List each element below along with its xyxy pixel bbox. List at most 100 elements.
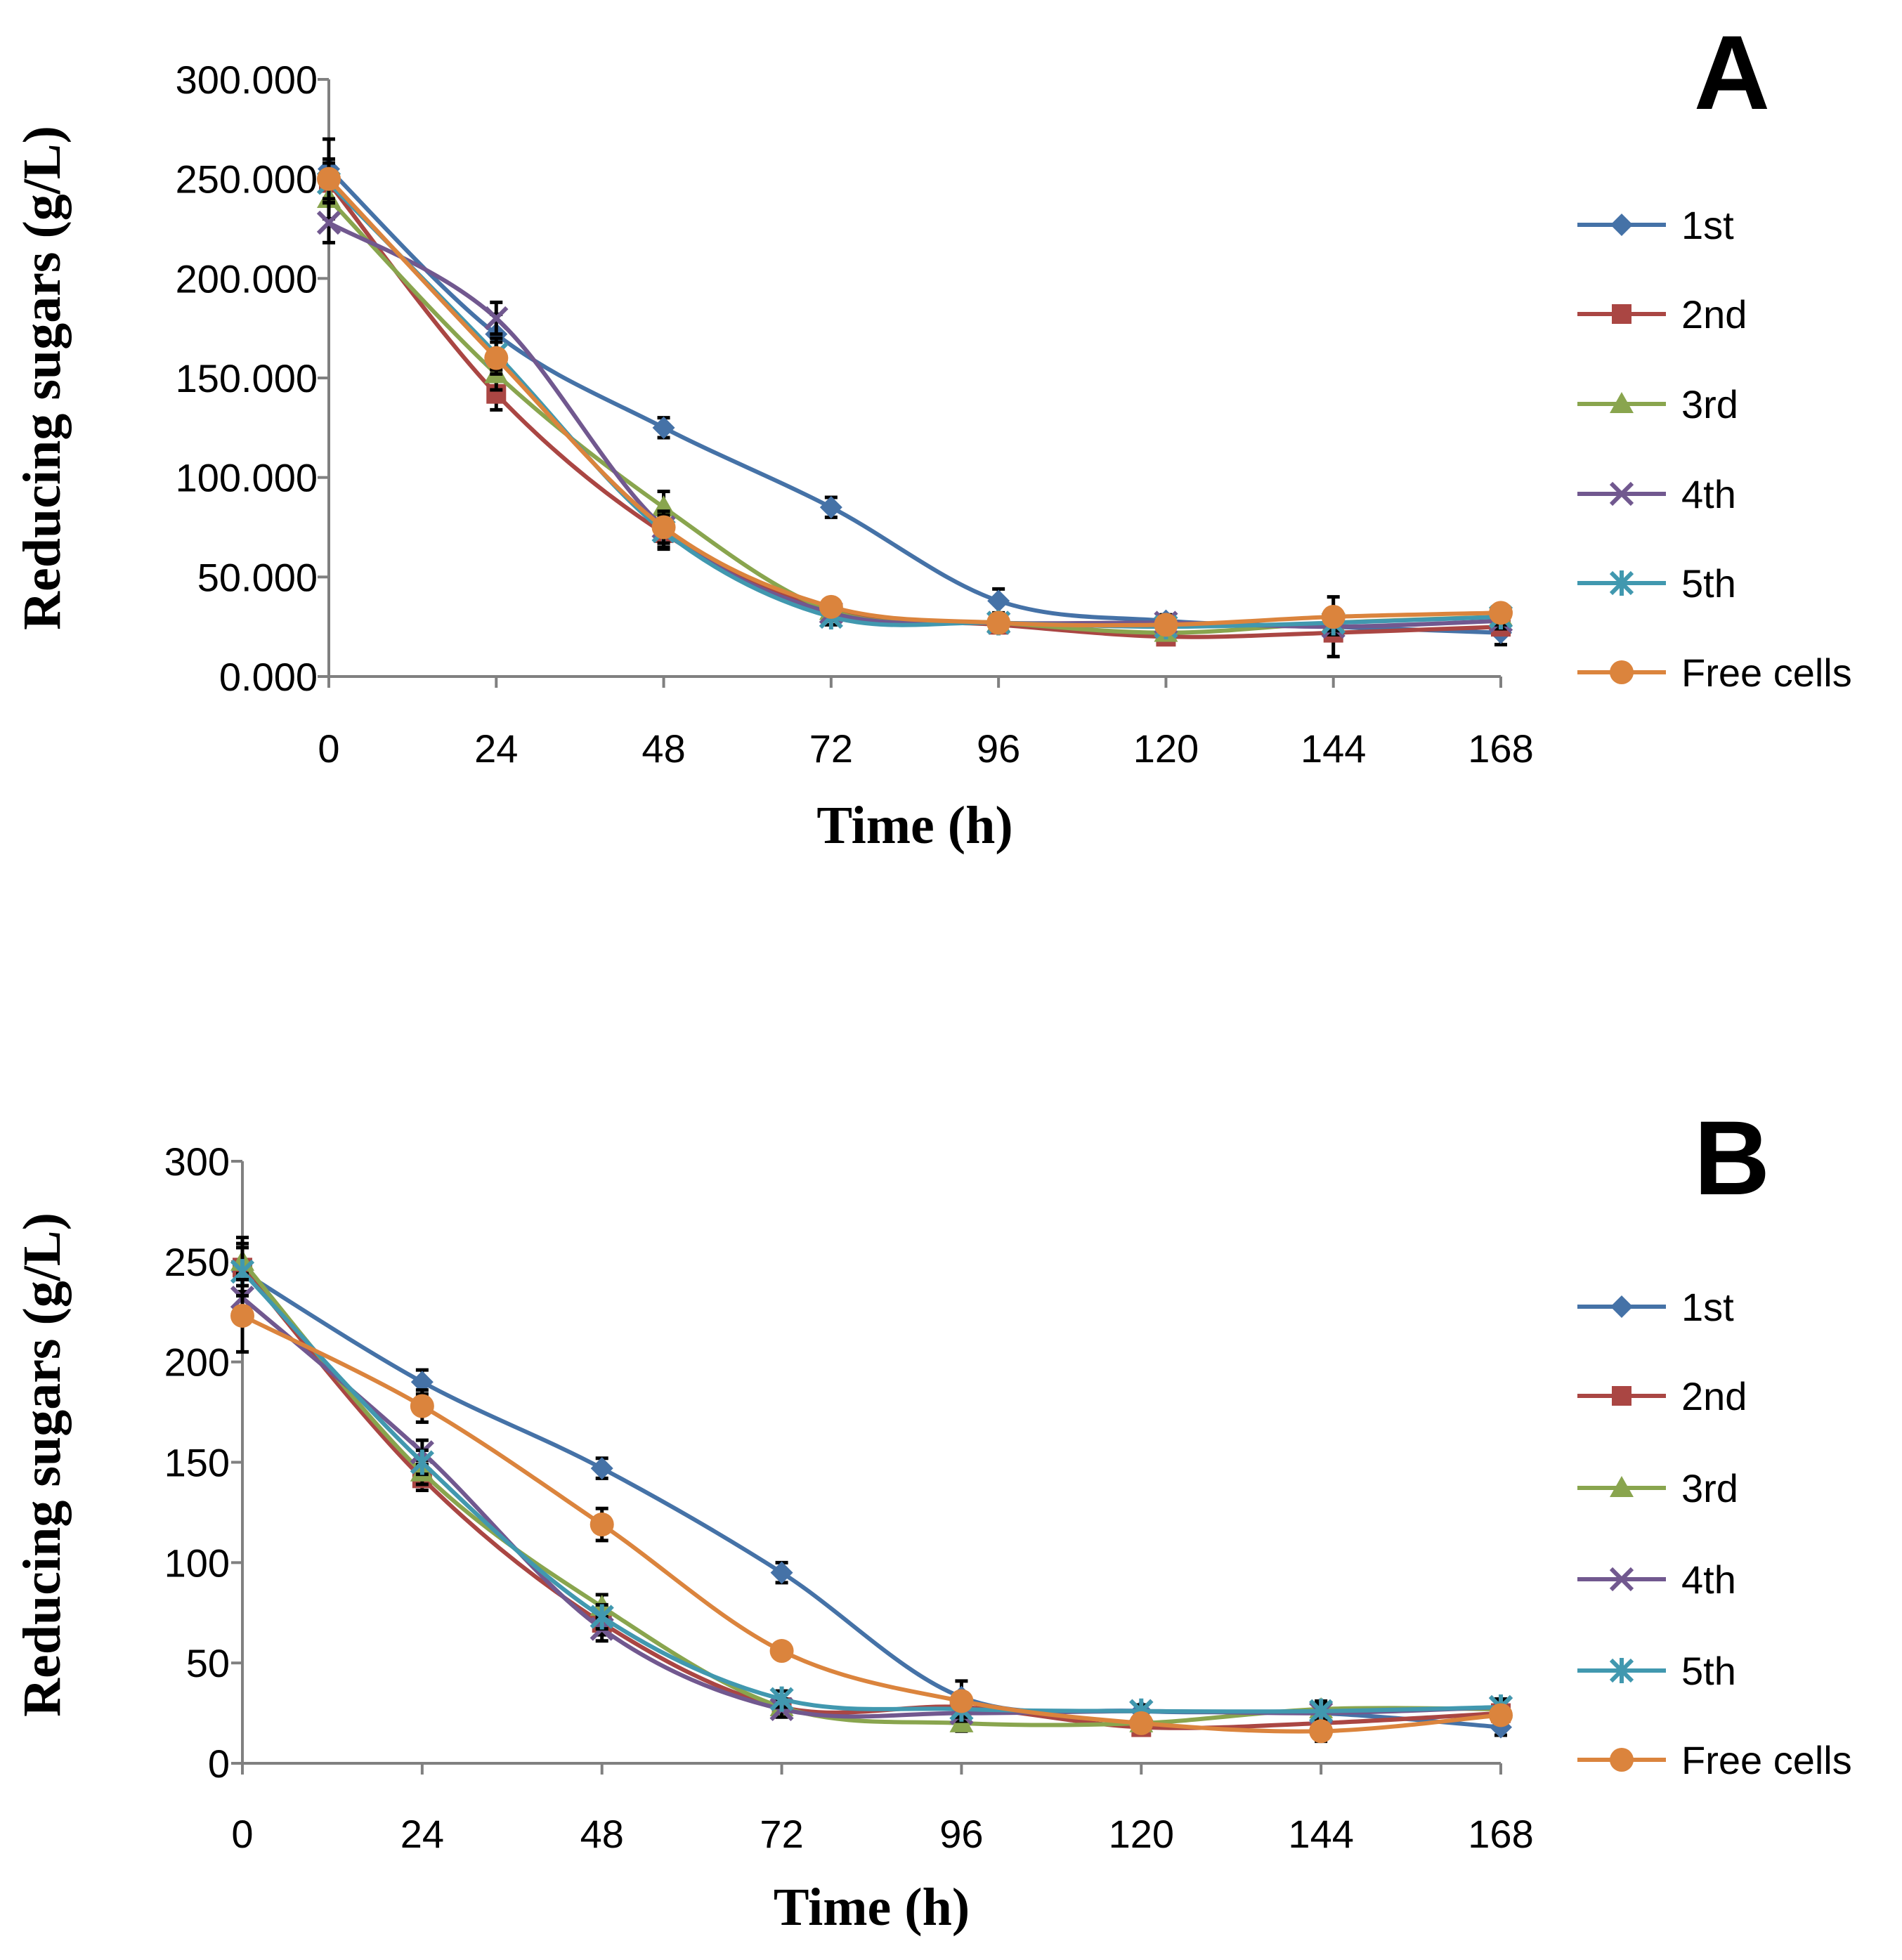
y-tick-label: 100 <box>164 1541 230 1585</box>
x-tick-label: 144 <box>1301 726 1366 771</box>
legend-entry: 5th <box>1577 1649 1736 1693</box>
data-point <box>590 1457 613 1480</box>
series-line <box>240 1270 1502 1714</box>
data-point <box>986 610 1011 635</box>
legend-marker <box>1609 1567 1634 1592</box>
legend-marker <box>1612 304 1631 324</box>
x-tick-label: 120 <box>1109 1812 1174 1856</box>
y-tick-label: 50.000 <box>197 555 318 599</box>
x-tick-label: 96 <box>977 726 1020 771</box>
series-line <box>327 221 1502 629</box>
series-4th <box>316 201 1513 639</box>
data-point <box>769 1686 794 1712</box>
data-point <box>316 210 341 235</box>
legend-marker <box>1612 1386 1631 1406</box>
series-line <box>241 1296 1502 1719</box>
y-tick-label: 200.000 <box>176 256 318 301</box>
data-point <box>590 1604 614 1630</box>
legend-entry: Free cells <box>1577 1738 1852 1782</box>
x-tick-label: 96 <box>939 1812 983 1856</box>
y-tick-label: 150.000 <box>176 356 318 400</box>
panel-label: A <box>1694 13 1770 131</box>
series-line <box>240 1266 1502 1730</box>
x-tick-label: 168 <box>1468 726 1533 771</box>
legend-marker <box>1609 570 1634 596</box>
x-axis-title: Time (h) <box>774 1878 970 1937</box>
legend-entry: 4th <box>1577 1557 1736 1602</box>
legend-marker <box>1609 1658 1634 1683</box>
x-tick-label: 24 <box>474 726 518 771</box>
data-point <box>1321 605 1346 629</box>
series-3rd <box>230 1236 1513 1733</box>
legend-marker <box>1610 392 1634 413</box>
data-point <box>1489 601 1513 625</box>
legend-label: Free cells <box>1681 1738 1852 1782</box>
data-point <box>987 589 1010 613</box>
data-point <box>1309 1719 1334 1744</box>
data-point <box>1154 613 1178 637</box>
legend-label: 3rd <box>1681 382 1738 426</box>
legend-label: Free cells <box>1681 651 1852 695</box>
y-axis-title: Reducing sugars (g/L) <box>13 1213 72 1717</box>
series-2nd <box>319 161 1511 647</box>
data-point <box>484 346 509 370</box>
legend-marker <box>1610 660 1634 684</box>
x-tick-label: 48 <box>580 1812 624 1856</box>
legend-entry: 5th <box>1577 561 1736 606</box>
series-line <box>327 181 1502 639</box>
chart-panel-b: 0 50 100 150 200 250 300 0 24 48 72 96 120 144 168 Time… <box>13 1099 1852 1937</box>
data-point <box>590 1513 614 1537</box>
y-tick-label: 300.000 <box>176 58 318 102</box>
legend-marker <box>1609 481 1634 507</box>
x-tick-label: 0 <box>231 1812 253 1856</box>
legend-entry: 1st <box>1577 203 1734 247</box>
y-tick-label: 100.000 <box>176 456 318 500</box>
legend-label: 4th <box>1681 472 1736 516</box>
legend-entry: 2nd <box>1577 292 1747 337</box>
x-tick-label: 120 <box>1133 726 1199 771</box>
series-4th <box>230 1272 1513 1725</box>
legend-entry: 3rd <box>1577 382 1738 426</box>
x-tick-label: 168 <box>1468 1812 1533 1856</box>
legend-label: 1st <box>1681 1285 1734 1329</box>
data-point <box>410 1394 434 1418</box>
data-point <box>819 594 843 619</box>
y-tick-label: 50 <box>186 1641 230 1685</box>
x-tick-label: 0 <box>318 726 339 771</box>
legend-label: 3rd <box>1681 1466 1738 1510</box>
series-line <box>327 197 1502 635</box>
y-tick-label: 150 <box>164 1441 230 1485</box>
legend-label: 5th <box>1681 1649 1736 1693</box>
y-tick-label: 250.000 <box>176 157 318 202</box>
data-point <box>410 1449 434 1475</box>
y-tick-label: 0.000 <box>219 655 318 699</box>
series-line <box>240 1260 1502 1727</box>
x-tick-label: 72 <box>809 726 853 771</box>
y-tick-label: 0 <box>208 1742 230 1786</box>
series-free-cells <box>317 157 1513 637</box>
y-tick-label: 200 <box>164 1340 230 1385</box>
data-point <box>317 166 341 191</box>
y-tick-label: 300 <box>164 1139 230 1184</box>
x-tick-label: 144 <box>1288 1812 1353 1856</box>
data-point <box>484 306 509 331</box>
legend-entry: 2nd <box>1577 1374 1747 1418</box>
legend-label: 1st <box>1681 203 1734 247</box>
series-line <box>241 1314 1502 1734</box>
data-point <box>410 1371 434 1394</box>
series-1st <box>231 1246 1512 1739</box>
x-axis-title: Time (h) <box>816 796 1012 855</box>
y-tick-label: 250 <box>164 1240 230 1284</box>
legend-marker <box>1610 1295 1633 1318</box>
legend-entry: 1st <box>1577 1285 1734 1329</box>
data-point <box>1489 1703 1513 1727</box>
legend-marker <box>1610 1476 1634 1497</box>
x-tick-label: 24 <box>400 1812 444 1856</box>
data-point <box>1129 1711 1154 1735</box>
x-tick-label: 72 <box>760 1812 803 1856</box>
legend-marker <box>1610 214 1633 236</box>
legend-label: 2nd <box>1681 1374 1747 1418</box>
x-tick-label: 48 <box>641 726 685 771</box>
legend-entry: Free cells <box>1577 651 1852 695</box>
